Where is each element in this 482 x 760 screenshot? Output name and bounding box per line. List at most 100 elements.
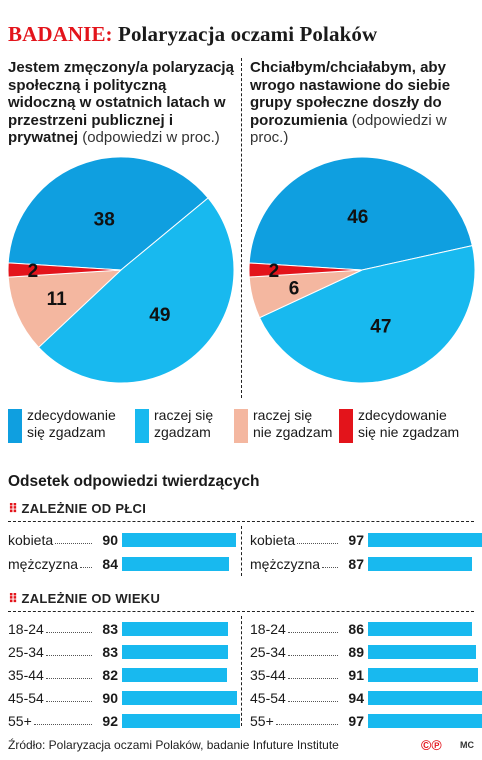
bar-value-label: 83: [102, 621, 118, 637]
leader-dots: [55, 543, 92, 544]
legend-label: zdecydowanie się zgadzam: [27, 407, 116, 440]
bar-row: kobieta 90: [8, 532, 249, 548]
pie-slice-strongly-agree: [248, 156, 473, 271]
bar-category-label: 45-54: [250, 690, 286, 706]
leader-dots: [46, 678, 92, 679]
pie-value-label: 11: [47, 289, 68, 310]
leader-dots: [288, 655, 338, 656]
bar-row: 25-34 89: [250, 644, 482, 660]
legend-label: raczej się nie zgadzam: [253, 407, 333, 440]
bar-category-label: kobieta: [8, 532, 54, 548]
bar-value-label: 87: [348, 556, 364, 572]
page-title: BADANIE: Polaryzacja oczami Polaków: [8, 22, 377, 47]
legend-swatch: [8, 409, 22, 443]
bar: [368, 557, 472, 571]
grid-icon: ⠿: [8, 591, 19, 606]
bar: [122, 533, 236, 547]
question-2-text: Chciałbym/chciałabym, aby wrogo nastawio…: [250, 59, 451, 129]
bar-category-label: 25-34: [8, 644, 44, 660]
pie-slice-strongly-agree: [7, 156, 209, 271]
bar-category-label: 55+: [8, 713, 32, 729]
horizontal-divider-age: [8, 611, 474, 612]
bar-value-label: 97: [348, 713, 364, 729]
vertical-divider-sex: [241, 526, 242, 576]
pie-value-label: 6: [289, 278, 300, 299]
legend-swatch: [234, 409, 248, 443]
legend-label: zdecydowanie się nie zgadzam: [358, 407, 460, 440]
bar: [368, 691, 482, 705]
bar-value-label: 94: [348, 690, 364, 706]
leader-dots: [297, 543, 338, 544]
legend-swatch: [339, 409, 353, 443]
leader-dots: [322, 567, 338, 568]
pie-chart-2: 46 47 62: [248, 156, 476, 384]
bar-row: mężczyzna 87: [250, 556, 482, 572]
bar-category-label: kobieta: [250, 532, 296, 548]
group-title-age: ⠿ ZALEŻNIE OD WIEKU: [8, 591, 161, 606]
bar-value-label: 90: [102, 690, 118, 706]
bar-row: 25-34 83: [8, 644, 250, 660]
bar: [122, 714, 240, 728]
leader-dots: [80, 567, 92, 568]
pie-slice-agree: [37, 197, 235, 384]
pie-slice-strongly-disagree: [248, 262, 363, 278]
pie-value-label: 38: [94, 209, 115, 230]
question-1-unit: (odpowiedzi w proc.): [82, 129, 220, 146]
pie-value-label: 49: [149, 305, 170, 326]
bar: [368, 622, 472, 636]
bar-category-label: mężczyzna: [250, 556, 321, 572]
leader-dots: [276, 724, 338, 725]
bar-category-label: mężczyzna: [8, 556, 79, 572]
bar-category-label: 45-54: [8, 690, 44, 706]
leader-dots: [288, 632, 338, 633]
bar-row: mężczyzna 84: [8, 556, 249, 572]
bar-value-label: 82: [102, 667, 118, 683]
bar-value-label: 89: [348, 644, 364, 660]
vertical-divider-age: [241, 616, 242, 726]
source-footer: Źródło: Polaryzacja oczami Polaków, bada…: [8, 738, 339, 752]
bar-row: 45-54 90: [8, 690, 250, 706]
bar: [368, 714, 482, 728]
pie-slice-agree: [258, 244, 476, 384]
bar-row: 35-44 82: [8, 667, 250, 683]
bar-row: 45-54 94: [250, 690, 482, 706]
author-signature: MC: [460, 740, 474, 750]
legend-label: raczej się zgadzam: [154, 407, 214, 440]
group-title-sex: ⠿ ZALEŻNIE OD PŁCI: [8, 501, 147, 516]
pie-value-label: 46: [347, 207, 368, 228]
bar-value-label: 83: [102, 644, 118, 660]
bar-value-label: 90: [102, 532, 118, 548]
legend: zdecydowanie się zgadzam raczej się zgadza…: [0, 407, 482, 443]
bar-value-label: 97: [348, 532, 364, 548]
vertical-divider-top: [241, 58, 242, 398]
bar-category-label: 35-44: [250, 667, 286, 683]
question-2: Chciałbym/chciałabym, aby wrogo nastawio…: [250, 59, 478, 147]
bar-row: 18-24 86: [250, 621, 482, 637]
bar: [368, 645, 476, 659]
pie-value-label: 2: [269, 261, 280, 282]
publisher-logo: ©℗: [421, 737, 442, 753]
title-badge: BADANIE:: [8, 22, 113, 46]
bar-category-label: 55+: [250, 713, 274, 729]
legend-swatch: [135, 409, 149, 443]
leader-dots: [46, 701, 92, 702]
grid-icon: ⠿: [8, 501, 19, 516]
bar: [122, 622, 228, 636]
bar-row: 35-44 91: [250, 667, 482, 683]
bar: [368, 533, 482, 547]
question-1: Jestem zmęczony/a polaryzacją społeczną …: [8, 59, 236, 147]
leader-dots: [288, 701, 338, 702]
bar: [122, 645, 228, 659]
bar-value-label: 92: [102, 713, 118, 729]
bar: [122, 557, 229, 571]
question-1-text: Jestem zmęczony/a polaryzacją społeczną …: [8, 59, 234, 146]
bar: [368, 668, 478, 682]
bar: [122, 668, 227, 682]
leader-dots: [288, 678, 338, 679]
leader-dots: [34, 724, 92, 725]
leader-dots: [46, 655, 92, 656]
pie-chart-1: 38 49 11 2: [7, 156, 235, 384]
bar-row: kobieta 97: [250, 532, 482, 548]
bar-row: 18-24 83: [8, 621, 250, 637]
title-main: Polaryzacja oczami Polaków: [118, 22, 378, 46]
